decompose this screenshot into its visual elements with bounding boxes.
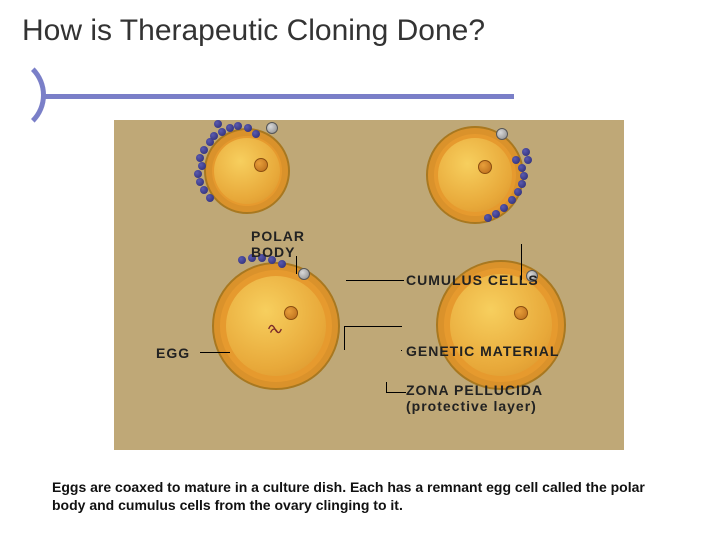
- cumulus-cell: [214, 120, 222, 128]
- polar-body: [298, 268, 310, 280]
- cumulus-cell: [522, 148, 530, 156]
- cumulus-cell: [518, 164, 526, 172]
- cumulus-cell: [518, 180, 526, 188]
- diagram-label-cumulus: CUMULUS CELLS: [406, 272, 539, 288]
- diagram-label-genetic: GENETIC MATERIAL: [406, 343, 559, 359]
- cumulus-cell: [514, 188, 522, 196]
- leader-line: [401, 350, 402, 351]
- cumulus-cell: [200, 146, 208, 154]
- polar-body: [266, 122, 278, 134]
- cumulus-cell: [218, 128, 226, 136]
- leader-line: [521, 244, 522, 280]
- diagram-label-zona: ZONA PELLUCIDA (protective layer): [406, 382, 543, 414]
- diagram-left-margin: [96, 120, 114, 450]
- page-title: How is Therapeutic Cloning Done?: [22, 14, 720, 48]
- cumulus-cell: [206, 194, 214, 202]
- cumulus-cell: [198, 162, 206, 170]
- cumulus-cell: [196, 154, 204, 162]
- leader-line: [386, 392, 406, 393]
- cumulus-cell: [524, 156, 532, 164]
- cumulus-cell: [512, 156, 520, 164]
- cumulus-cell: [278, 260, 286, 268]
- leader-line: [296, 256, 297, 274]
- cumulus-cell: [196, 178, 204, 186]
- genetic-material: [514, 306, 528, 320]
- genetic-material: [254, 158, 268, 172]
- leader-line: [344, 326, 345, 350]
- cumulus-cell: [200, 186, 208, 194]
- genetic-material: [284, 306, 298, 320]
- cumulus-cell: [194, 170, 202, 178]
- genetic-squiggle-icon: [266, 320, 284, 338]
- cumulus-cell: [252, 130, 260, 138]
- title-underline: [0, 62, 720, 92]
- cumulus-cell: [508, 196, 516, 204]
- egg-cytoplasm: [438, 138, 512, 212]
- diagram: POLAR BODYCUMULUS CELLSEGGGENETIC MATERI…: [96, 120, 624, 450]
- leader-line: [200, 352, 230, 353]
- cumulus-cell: [210, 132, 218, 140]
- line-decor: [44, 94, 514, 99]
- leader-line: [346, 280, 404, 281]
- leader-line: [344, 326, 402, 327]
- diagram-label-egg: EGG: [156, 345, 190, 361]
- arc-decor: [0, 56, 46, 134]
- cumulus-cell: [234, 122, 242, 130]
- genetic-material: [478, 160, 492, 174]
- cumulus-cell: [244, 124, 252, 132]
- egg-cell: [426, 126, 524, 224]
- egg-cell: [204, 128, 290, 214]
- cumulus-cell: [520, 172, 528, 180]
- slide: How is Therapeutic Cloning Done? POLAR B…: [0, 0, 720, 540]
- cumulus-cell: [492, 210, 500, 218]
- egg-cell: [212, 262, 340, 390]
- egg-cytoplasm: [214, 138, 280, 204]
- cumulus-cell: [500, 204, 508, 212]
- cumulus-cell: [226, 124, 234, 132]
- polar-body: [496, 128, 508, 140]
- egg-cytoplasm: [450, 274, 552, 376]
- title-area: How is Therapeutic Cloning Done?: [0, 0, 720, 48]
- leader-line: [386, 382, 387, 392]
- cumulus-cell: [238, 256, 246, 264]
- caption: Eggs are coaxed to mature in a culture d…: [52, 478, 672, 514]
- cumulus-cell: [484, 214, 492, 222]
